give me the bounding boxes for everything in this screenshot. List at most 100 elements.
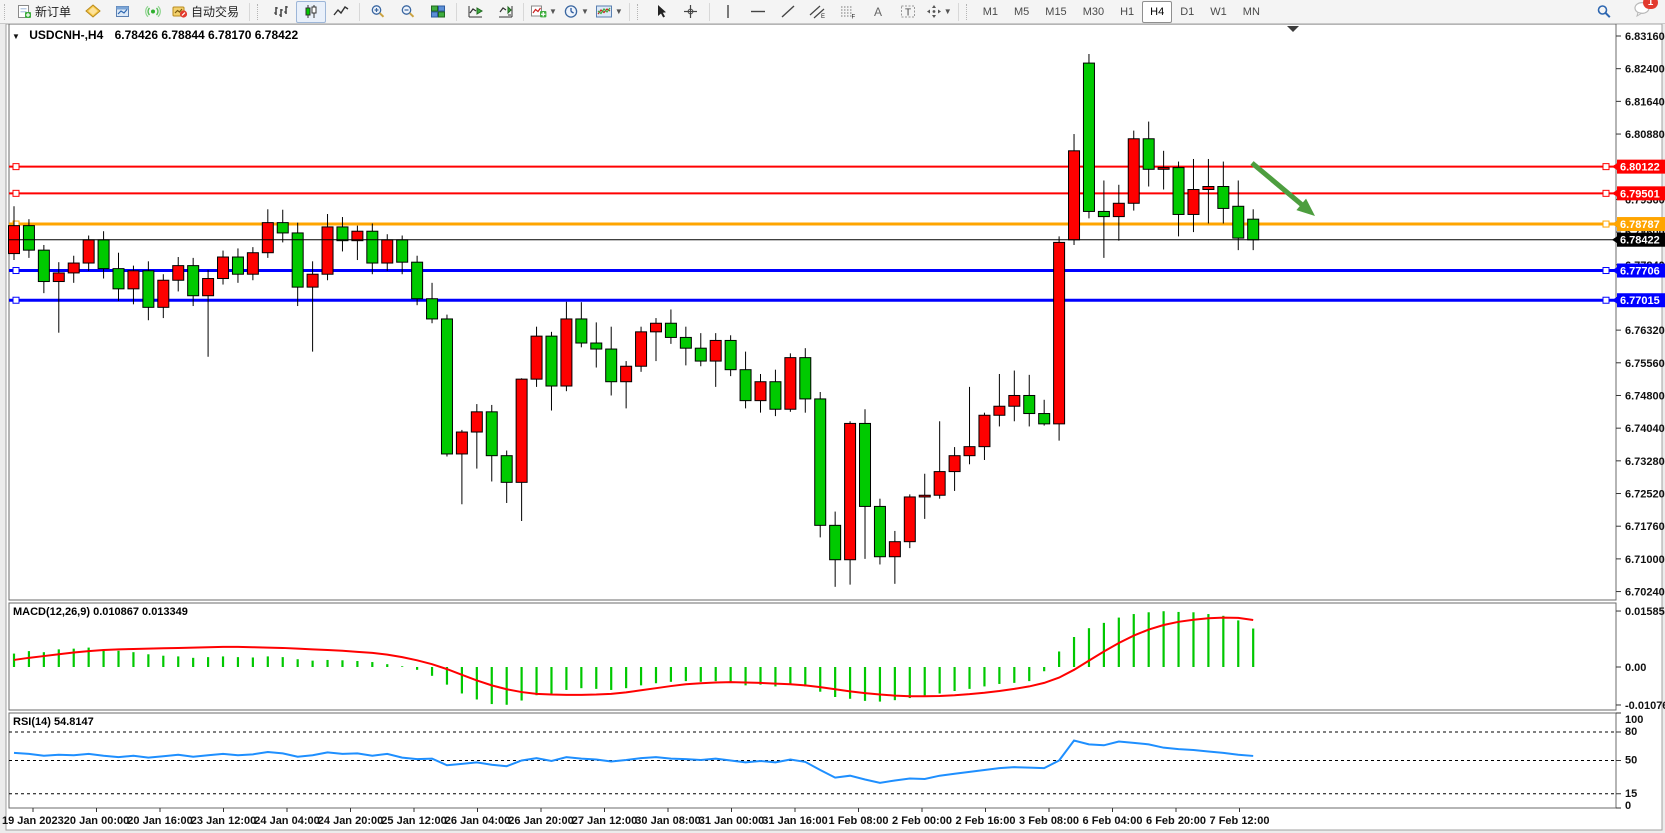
candle-body[interactable] xyxy=(1157,167,1170,170)
candle-body[interactable] xyxy=(1217,186,1230,209)
candle-body[interactable] xyxy=(440,318,453,455)
macd-panel[interactable] xyxy=(8,602,1617,711)
crosshair-button[interactable] xyxy=(676,1,706,23)
line-handle[interactable] xyxy=(1602,296,1610,304)
timeframe-h4-button[interactable]: H4 xyxy=(1142,0,1173,23)
candle-body[interactable] xyxy=(37,249,50,283)
candlestick-chart-button[interactable] xyxy=(296,0,327,23)
candle-body[interactable] xyxy=(978,414,991,448)
candle-body[interactable] xyxy=(1038,413,1051,425)
candle-body[interactable] xyxy=(500,455,513,483)
candle-body[interactable] xyxy=(829,524,842,561)
candle-body[interactable] xyxy=(261,222,274,254)
candle-body[interactable] xyxy=(217,256,230,280)
candle-body[interactable] xyxy=(933,471,946,496)
dropdown-caret-icon[interactable]: ▼ xyxy=(943,7,952,16)
candle-body[interactable] xyxy=(291,232,304,288)
line-handle[interactable] xyxy=(1602,163,1610,171)
candle-body[interactable] xyxy=(1112,202,1125,218)
cursor-button[interactable] xyxy=(646,1,676,23)
autotrading-button[interactable]: 自动交易 xyxy=(168,1,246,23)
arrows-tool-button[interactable]: ▼ xyxy=(923,1,955,23)
candle-body[interactable] xyxy=(1202,186,1215,191)
line-handle[interactable] xyxy=(12,267,20,275)
candle-body[interactable] xyxy=(739,369,752,402)
signals-button[interactable] xyxy=(138,1,168,23)
candle-body[interactable] xyxy=(575,318,588,344)
candle-body[interactable] xyxy=(873,505,886,558)
dropdown-caret-icon[interactable]: ▼ xyxy=(580,7,589,16)
candle-body[interactable] xyxy=(590,342,603,350)
candle-body[interactable] xyxy=(620,365,633,383)
candle-body[interactable] xyxy=(784,357,797,410)
candle-body[interactable] xyxy=(545,335,558,387)
candle-body[interactable] xyxy=(605,348,618,383)
candle-body[interactable] xyxy=(142,270,155,308)
new-chart-button[interactable] xyxy=(78,1,108,23)
notifications-button[interactable]: 1 xyxy=(1633,0,1658,22)
candle-body[interactable] xyxy=(1097,210,1110,218)
candle-body[interactable] xyxy=(769,381,782,410)
line-handle[interactable] xyxy=(12,163,20,171)
add-indicator-button[interactable]: ▼ xyxy=(527,1,560,23)
candle-body[interactable] xyxy=(485,411,498,457)
candle-body[interactable] xyxy=(515,378,528,483)
candle-body[interactable] xyxy=(1127,138,1140,204)
timeframe-d1-button[interactable]: D1 xyxy=(1180,5,1195,18)
line-handle[interactable] xyxy=(1602,267,1610,275)
candle-body[interactable] xyxy=(649,322,662,333)
text-button[interactable]: A xyxy=(863,1,893,23)
line-handle[interactable] xyxy=(1602,189,1610,197)
timeframe-w1-button[interactable]: W1 xyxy=(1210,5,1227,18)
candle-body[interactable] xyxy=(381,239,394,264)
candle-body[interactable] xyxy=(336,226,349,242)
candle-body[interactable] xyxy=(799,357,812,400)
candle-body[interactable] xyxy=(1008,394,1021,407)
candle-body[interactable] xyxy=(1053,241,1066,425)
candle-body[interactable] xyxy=(366,230,379,264)
candle-body[interactable] xyxy=(859,422,872,507)
candle-body[interactable] xyxy=(664,322,677,338)
candle-body[interactable] xyxy=(844,422,857,561)
candle-body[interactable] xyxy=(1247,218,1260,241)
chart-shift-marker-icon[interactable] xyxy=(1287,26,1299,32)
candle-body[interactable] xyxy=(172,265,185,281)
candle-body[interactable] xyxy=(530,335,543,380)
candle-body[interactable] xyxy=(246,252,259,275)
candle-body[interactable] xyxy=(724,339,737,371)
candle-body[interactable] xyxy=(1232,205,1245,239)
candle-body[interactable] xyxy=(993,405,1006,416)
candle-body[interactable] xyxy=(679,336,692,349)
horizontal-line-button[interactable] xyxy=(743,1,773,23)
chart-shift-button[interactable] xyxy=(490,1,520,23)
equidistant-channel-button[interactable]: E xyxy=(803,1,833,23)
tile-windows-button[interactable] xyxy=(423,1,453,23)
candle-body[interactable] xyxy=(112,268,125,290)
templates-button[interactable]: ▼ xyxy=(592,1,626,23)
candle-body[interactable] xyxy=(888,541,901,558)
candle-body[interactable] xyxy=(187,265,200,297)
candle-body[interactable] xyxy=(351,230,364,242)
candle-body[interactable] xyxy=(1187,189,1200,215)
candle-body[interactable] xyxy=(67,262,80,274)
line-chart-button[interactable] xyxy=(326,1,356,23)
auto-scroll-button[interactable] xyxy=(460,1,490,23)
main-panel[interactable] xyxy=(8,23,1617,601)
periods-button[interactable]: ▼ xyxy=(560,1,592,23)
candle-body[interactable] xyxy=(814,398,827,526)
candle-body[interactable] xyxy=(918,494,931,498)
timeframe-mn-button[interactable]: MN xyxy=(1242,5,1260,18)
candle-body[interactable] xyxy=(903,496,916,543)
candle-body[interactable] xyxy=(22,225,35,251)
new-order-button[interactable]: 新订单 xyxy=(13,1,78,23)
candle-body[interactable] xyxy=(754,381,767,402)
line-handle[interactable] xyxy=(12,296,20,304)
timeframe-m30-button[interactable]: M30 xyxy=(1082,5,1105,18)
search-button[interactable] xyxy=(1589,1,1619,23)
dropdown-caret-icon[interactable]: ▼ xyxy=(549,7,557,16)
candle-body[interactable] xyxy=(202,278,215,297)
candle-body[interactable] xyxy=(963,446,976,457)
bar-chart-button[interactable] xyxy=(266,1,296,23)
